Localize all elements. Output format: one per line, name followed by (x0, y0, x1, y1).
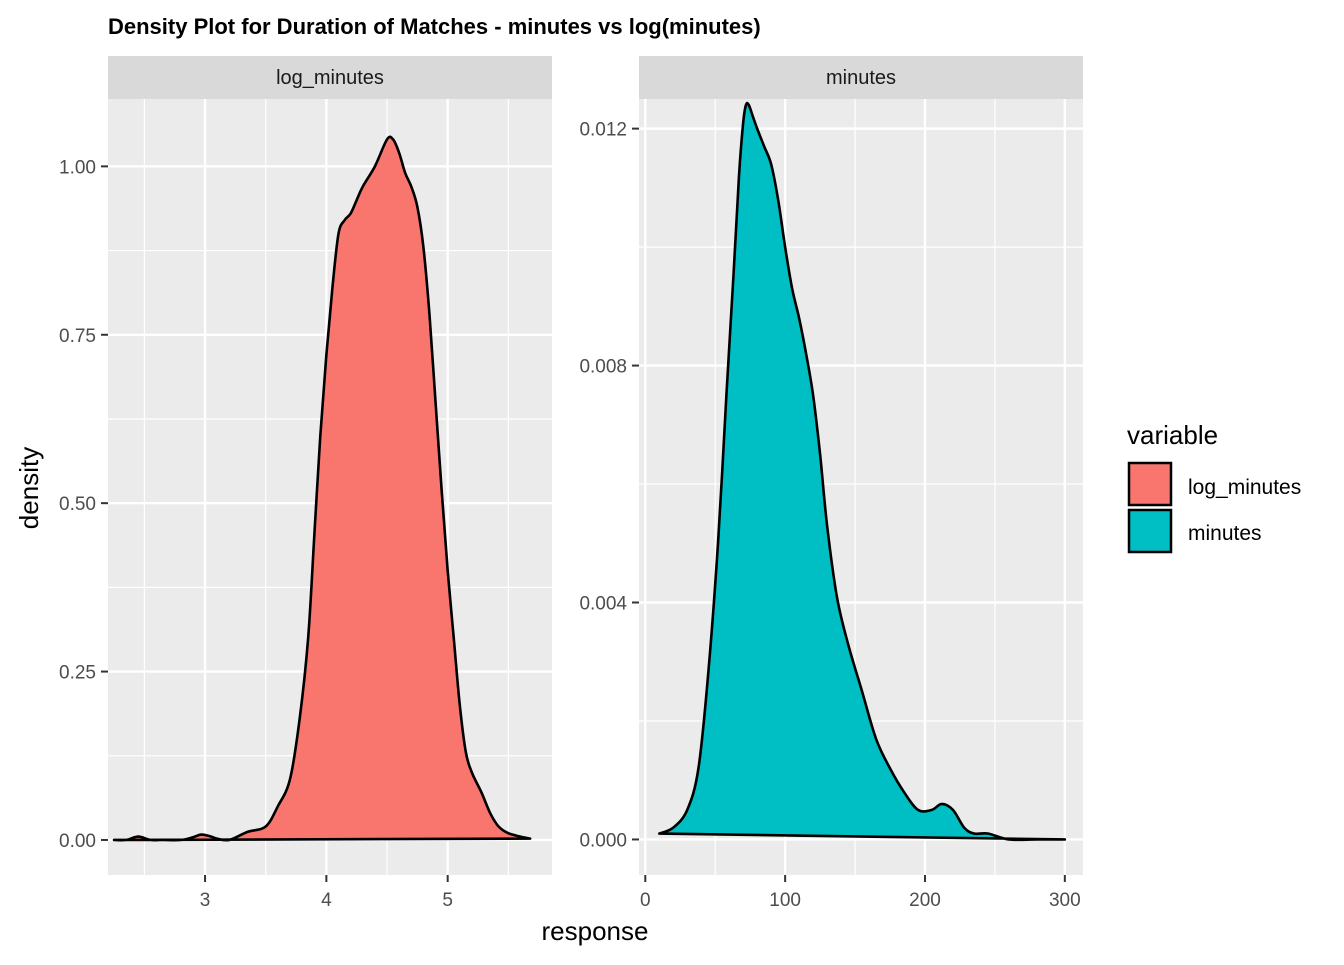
density-area-minutes (657, 101, 1067, 842)
y-tick-label: 0.004 (579, 594, 627, 615)
legend-key-log-minutes (1127, 461, 1173, 507)
x-axis-minutes: 0 100 200 300 (640, 875, 1081, 911)
x-tick-label: 200 (909, 890, 941, 911)
density-area-log-minutes (112, 135, 532, 842)
x-tick-label: 4 (321, 890, 332, 911)
y-tick-label: 0.75 (59, 326, 96, 347)
y-axis-title: density (14, 447, 44, 529)
x-tick-label: 3 (200, 890, 211, 911)
x-tick-label: 300 (1049, 890, 1081, 911)
panel-minutes: minutes 0.000 0.004 0.008 0.012 0 100 200 300 (579, 56, 1083, 911)
legend-label-minutes: minutes (1188, 522, 1262, 545)
y-tick-label: 0.25 (59, 663, 96, 684)
strip-label-minutes: minutes (826, 67, 896, 89)
legend: variable log_minutes minutes (1127, 420, 1301, 554)
strip-background-minutes (639, 56, 1083, 99)
legend-label-log-minutes: log_minutes (1188, 476, 1301, 499)
chart-title: Density Plot for Duration of Matches - m… (108, 14, 761, 39)
y-axis-log-minutes: 0.00 0.25 0.50 0.75 1.00 (59, 157, 108, 852)
y-tick-label: 0.000 (579, 830, 627, 851)
y-axis-minutes: 0.000 0.004 0.008 0.012 (579, 120, 639, 851)
x-tick-label: 100 (769, 890, 801, 911)
x-axis-title: response (542, 916, 649, 946)
panel-log-minutes: log_minutes 0.00 0.25 0.50 0.75 1.00 3 4 5 (59, 56, 552, 911)
strip-background-log-minutes (108, 56, 552, 99)
x-axis-log-minutes: 3 4 5 (200, 875, 453, 911)
x-tick-label: 5 (442, 890, 453, 911)
density-curve-log-minutes (112, 135, 532, 842)
y-tick-label: 0.00 (59, 831, 96, 852)
density-curve-minutes (657, 101, 1067, 842)
strip-label-log-minutes: log_minutes (276, 67, 384, 89)
y-tick-label: 0.008 (579, 357, 627, 378)
legend-title: variable (1127, 420, 1218, 450)
y-tick-label: 1.00 (59, 157, 96, 178)
y-tick-label: 0.50 (59, 494, 96, 515)
y-tick-label: 0.012 (579, 120, 627, 141)
legend-key-minutes (1127, 508, 1173, 554)
x-tick-label: 0 (640, 890, 651, 911)
